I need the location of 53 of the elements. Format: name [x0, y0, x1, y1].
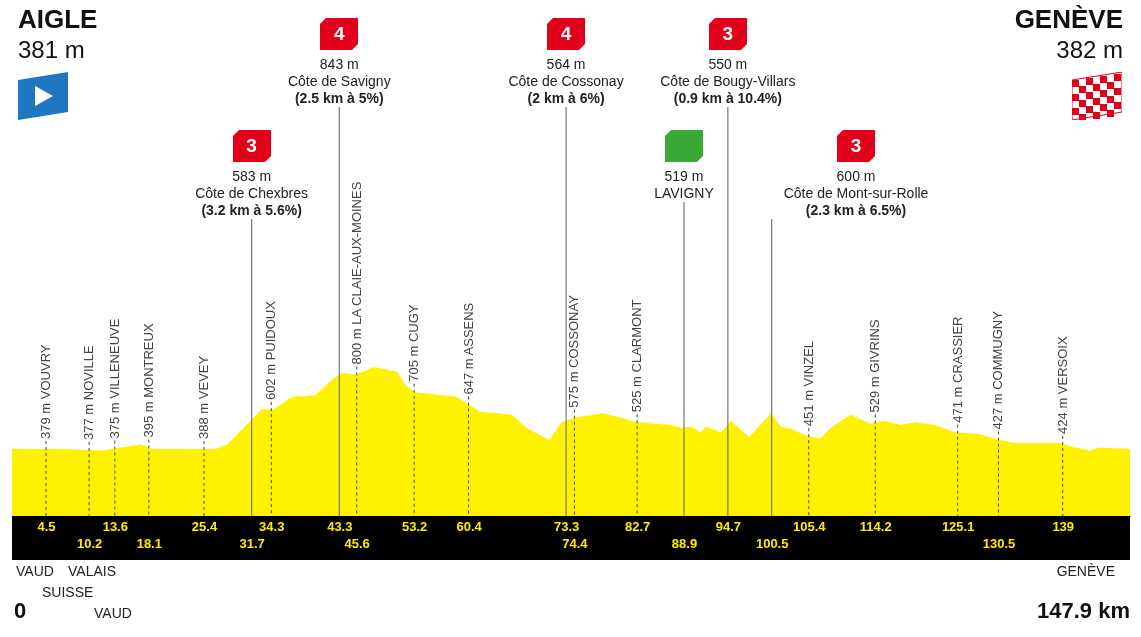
- x-tick-label: 82.7: [624, 518, 651, 534]
- text: 0: [14, 598, 27, 624]
- text: VAUD: [16, 563, 54, 580]
- x2-tick-label: 10.2: [76, 535, 103, 551]
- ref-line-label: 3 583 m Côte de Chexbres (3.2 km à 5.6%): [194, 135, 310, 219]
- ref-line-label: 525 m CLARMONT: [629, 299, 645, 413]
- x2-tick-label: 45.6: [344, 535, 370, 551]
- x-tick-label: 94.7: [715, 518, 742, 534]
- ref-line-label: 471 m CRASSIER: [949, 316, 965, 423]
- ref-line-label: 705 m CUGY: [406, 304, 422, 382]
- x2-tick-label: 74.4: [562, 535, 589, 551]
- x-tick-label: 73.3: [553, 518, 580, 534]
- ref-line-label: 377 m NOVILLE: [81, 344, 97, 440]
- ref-line-label: 575 m COSSONAY: [566, 294, 582, 408]
- x-tick-label: 105.4: [792, 518, 827, 534]
- ref-line-label: 375 m VILLENEUVE: [106, 318, 122, 439]
- ref-line-label: 3 550 m Côte de Bougy-Villars (0.9 km à 10.4%): [659, 23, 797, 107]
- ref-line-label: 424 m VERSOIX: [1054, 336, 1070, 434]
- text: GENÈVE 382 m: [1014, 4, 1123, 64]
- text: GENÈVE: [1056, 563, 1115, 580]
- ref-line-label: 427 m COMMUGNY: [990, 310, 1006, 430]
- x-tick-label: 43.3: [327, 518, 353, 534]
- text: SUISSE: [42, 584, 94, 601]
- text: VAUD: [94, 605, 132, 622]
- ref-line-label: 3 600 m Côte de Mont-sur-Rolle (2.3 km à 6.5%): [782, 135, 930, 219]
- x-tick-label: 13.6: [102, 518, 128, 534]
- x-tick-label: 139: [1052, 518, 1075, 534]
- ref-line-label: 647 m ASSENS: [460, 302, 476, 395]
- ref-line-label: 395 m MONTREUX: [140, 323, 156, 438]
- x-tick-label: 25.4: [191, 518, 218, 534]
- text: VALAIS: [68, 563, 116, 580]
- x-tick-label: 125.1: [941, 518, 975, 534]
- ref-line-label: 379 m VOUVRY: [38, 344, 54, 439]
- x2-tick-label: 18.1: [136, 535, 162, 551]
- ref-line-label: 529 m GIVRINS: [867, 319, 883, 413]
- ref-line-label: 602 m PUIDOUX: [263, 300, 279, 401]
- ref-line-label: 800 m LA CLAIE-AUX-MOINES: [348, 181, 364, 365]
- text: 147.9 km: [1037, 598, 1130, 624]
- x-tick-label: 4.5: [37, 518, 56, 534]
- x-tick-label: 34.3: [259, 518, 285, 534]
- ref-line-label: 388 m VEVEY: [196, 355, 211, 439]
- ref-line-label: 519 m LAVIGNY: [653, 168, 715, 202]
- x2-tick-label: 88.9: [671, 535, 698, 551]
- x2-tick-label: 31.7: [239, 535, 265, 551]
- x-tick-label: 60.4: [456, 518, 483, 534]
- x-tick-label: 53.2: [401, 518, 428, 534]
- x2-tick-label: 100.5: [755, 535, 789, 551]
- ref-line-label: 4 843 m Côte de Savigny (2.5 km à 5%): [286, 23, 392, 107]
- x-tick-label: 114.2: [859, 518, 892, 534]
- x2-tick-label: 130.5: [982, 535, 1016, 551]
- ref-line-label: 451 m VINZEL: [800, 340, 816, 427]
- text: AIGLE 381 m: [18, 4, 98, 64]
- ref-line-label: 4 564 m Côte de Cossonay (2 km à 6%): [507, 23, 625, 107]
